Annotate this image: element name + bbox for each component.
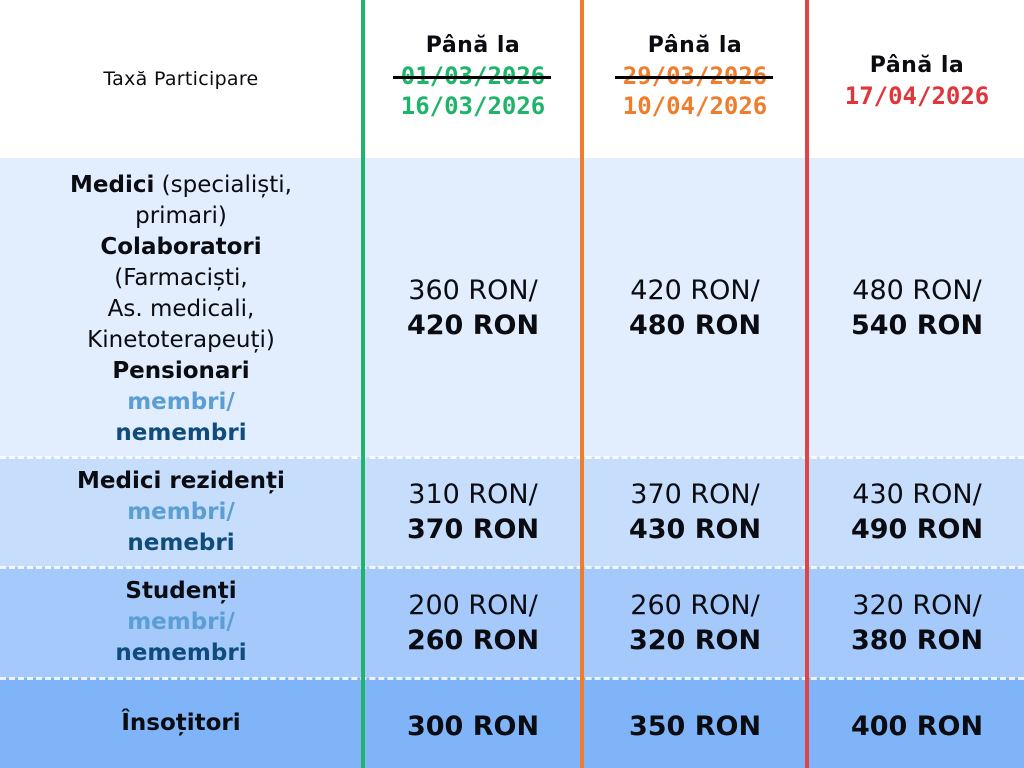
price-cell: 260 RON/ 320 RON — [585, 567, 805, 678]
non-members-price: 430 RON — [628, 514, 762, 545]
deadline-date: 17/04/2026 — [844, 82, 990, 110]
non-members-price: 320 RON — [628, 624, 762, 656]
table-row-medici: Medici (specialiști, primari) Colaborato… — [0, 158, 1024, 457]
members-price: 480 RON/ — [852, 274, 982, 306]
old-deadline-date: 01/03/2026 — [392, 62, 551, 90]
price-cell: 370 RON/ 430 RON — [585, 457, 805, 567]
members-label: membri/ — [127, 389, 235, 415]
row-divider — [0, 677, 1024, 680]
price-cell: 400 RON — [810, 678, 1024, 768]
table-title: Taxă Participare — [103, 68, 259, 90]
non-members-label: nemebri — [127, 529, 235, 556]
non-members-price: 370 RON — [406, 514, 540, 545]
category-name: Medici rezidenți — [77, 467, 285, 494]
price-cell: 360 RON/ 420 RON — [366, 158, 580, 457]
table-row-studenti: Studenți membri/ nemembri 200 RON/ 260 R… — [0, 567, 1024, 678]
flat-price: 400 RON — [850, 710, 984, 742]
members-price: 360 RON/ — [408, 274, 538, 306]
category-name: Însoțitori — [121, 709, 241, 736]
deadline-label: Până la — [647, 33, 743, 58]
category-line: (Farmaciști, — [114, 265, 248, 291]
header-deadline-2: Până la 29/03/2026 10/04/2026 — [585, 0, 805, 158]
category-line: As. medicali, — [107, 296, 255, 322]
header-deadline-1: Până la 01/03/2026 16/03/2026 — [366, 0, 580, 158]
non-members-price: 380 RON — [850, 624, 984, 656]
members-price: 370 RON/ — [630, 479, 760, 510]
category-line: Colaboratori — [100, 234, 262, 260]
price-cell: 200 RON/ 260 RON — [366, 567, 580, 678]
table-header-row: Taxă Participare Până la 01/03/2026 16/0… — [0, 0, 1024, 158]
table-row-insotitori: Însoțitori 300 RON 350 RON 400 RON — [0, 678, 1024, 768]
non-members-price: 540 RON — [850, 309, 984, 341]
members-price: 430 RON/ — [852, 479, 982, 510]
non-members-price: 260 RON — [406, 624, 540, 656]
members-price: 420 RON/ — [630, 274, 760, 306]
header-title-cell: Taxă Participare — [0, 0, 362, 158]
row-divider — [0, 566, 1024, 569]
column-divider-orange — [580, 0, 584, 768]
category-line: Kinetoterapeuți) — [87, 327, 275, 353]
deadline-label: Până la — [425, 33, 521, 58]
members-price: 260 RON/ — [630, 589, 760, 621]
category-line: primari) — [135, 203, 227, 229]
category-name: Studenți — [125, 578, 237, 604]
non-members-label: nemembri — [115, 640, 247, 666]
members-label: membri/ — [127, 498, 235, 525]
category-line: Medici (specialiști, — [70, 172, 292, 198]
deadline-date: 16/03/2026 — [400, 92, 546, 120]
price-cell: 300 RON — [366, 678, 580, 768]
non-members-price: 420 RON — [406, 309, 540, 341]
category-cell: Medici (specialiști, primari) Colaborato… — [0, 158, 362, 457]
row-divider — [0, 456, 1024, 459]
column-divider-green — [361, 0, 365, 768]
column-divider-red — [805, 0, 809, 768]
category-cell: Studenți membri/ nemembri — [0, 567, 362, 678]
non-members-price: 480 RON — [628, 309, 762, 341]
price-cell: 420 RON/ 480 RON — [585, 158, 805, 457]
price-cell: 350 RON — [585, 678, 805, 768]
table-row-rezidenti: Medici rezidenți membri/ nemebri 310 RON… — [0, 457, 1024, 567]
old-deadline-date: 29/03/2026 — [614, 62, 773, 90]
members-price: 320 RON/ — [852, 589, 982, 621]
flat-price: 350 RON — [628, 710, 762, 742]
members-label: membri/ — [127, 609, 235, 635]
header-deadline-3: Până la 17/04/2026 — [810, 0, 1024, 158]
non-members-label: nemembri — [115, 420, 247, 446]
price-cell: 430 RON/ 490 RON — [810, 457, 1024, 567]
non-members-price: 490 RON — [850, 514, 984, 545]
members-price: 200 RON/ — [408, 589, 538, 621]
deadline-label: Până la — [869, 53, 965, 78]
deadline-date: 10/04/2026 — [622, 92, 768, 120]
members-price: 310 RON/ — [408, 479, 538, 510]
category-line: Pensionari — [112, 358, 250, 384]
flat-price: 300 RON — [406, 710, 540, 742]
price-cell: 310 RON/ 370 RON — [366, 457, 580, 567]
price-cell: 320 RON/ 380 RON — [810, 567, 1024, 678]
category-cell: Medici rezidenți membri/ nemebri — [0, 457, 362, 567]
category-cell: Însoțitori — [0, 678, 362, 768]
price-cell: 480 RON/ 540 RON — [810, 158, 1024, 457]
